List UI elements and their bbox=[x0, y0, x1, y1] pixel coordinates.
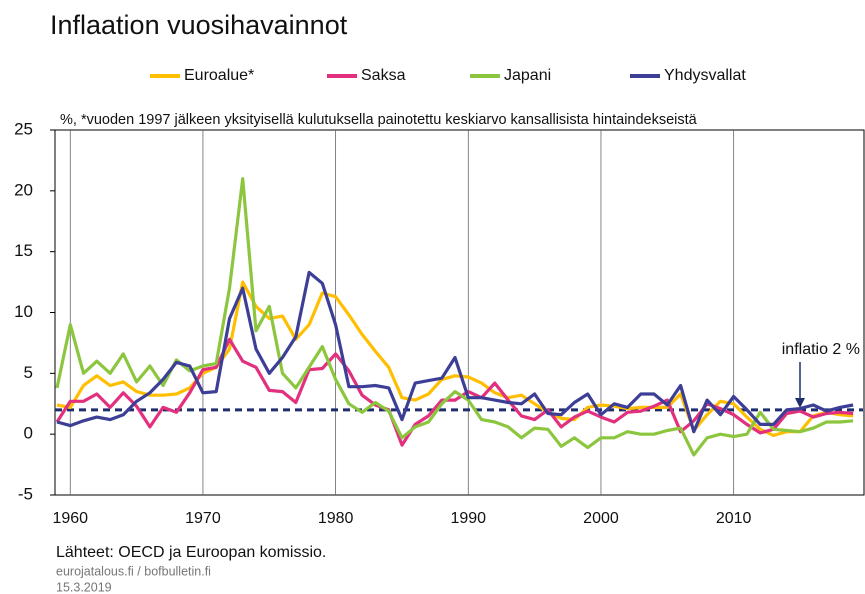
legend-label: Yhdysvallat bbox=[664, 67, 746, 84]
source: Lähteet: OECD ja Euroopan komissio. bbox=[56, 544, 326, 561]
plot-frame bbox=[54, 129, 865, 496]
legend-label: Japani bbox=[504, 67, 551, 84]
footer: eurojatalous.fi / bofbulletin.fi bbox=[56, 564, 211, 578]
x-tick-label: 1960 bbox=[52, 510, 88, 527]
y-tick-label: 0 bbox=[24, 424, 33, 443]
legend-label: Euroalue* bbox=[184, 67, 254, 84]
annotation-arrowhead bbox=[795, 398, 805, 408]
chart-title: Inflaation vuosihavainnot bbox=[50, 10, 348, 40]
y-tick-label: 10 bbox=[14, 302, 33, 321]
annotation: inflatio 2 % bbox=[782, 341, 860, 358]
x-tick-label: 2010 bbox=[716, 510, 752, 527]
series-line bbox=[55, 337, 854, 447]
x-tick-label: 1980 bbox=[318, 510, 354, 527]
subtitle: %, *vuoden 1997 jälkeen yksityisellä kul… bbox=[60, 112, 698, 128]
y-tick-label: -5 bbox=[18, 484, 33, 503]
y-tick-label: 20 bbox=[14, 180, 33, 199]
legend-label: Saksa bbox=[361, 67, 406, 84]
series-line bbox=[56, 270, 854, 434]
y-tick-label: 25 bbox=[14, 119, 33, 138]
x-tick-label: 1970 bbox=[185, 510, 221, 527]
y-tick-label: 15 bbox=[14, 241, 33, 260]
x-tick-label: 2000 bbox=[583, 510, 619, 527]
x-tick-label: 1990 bbox=[450, 510, 486, 527]
series-line bbox=[55, 177, 854, 457]
y-tick-label: 5 bbox=[24, 363, 33, 382]
date: 15.3.2019 bbox=[56, 580, 112, 594]
series-line bbox=[56, 280, 854, 437]
